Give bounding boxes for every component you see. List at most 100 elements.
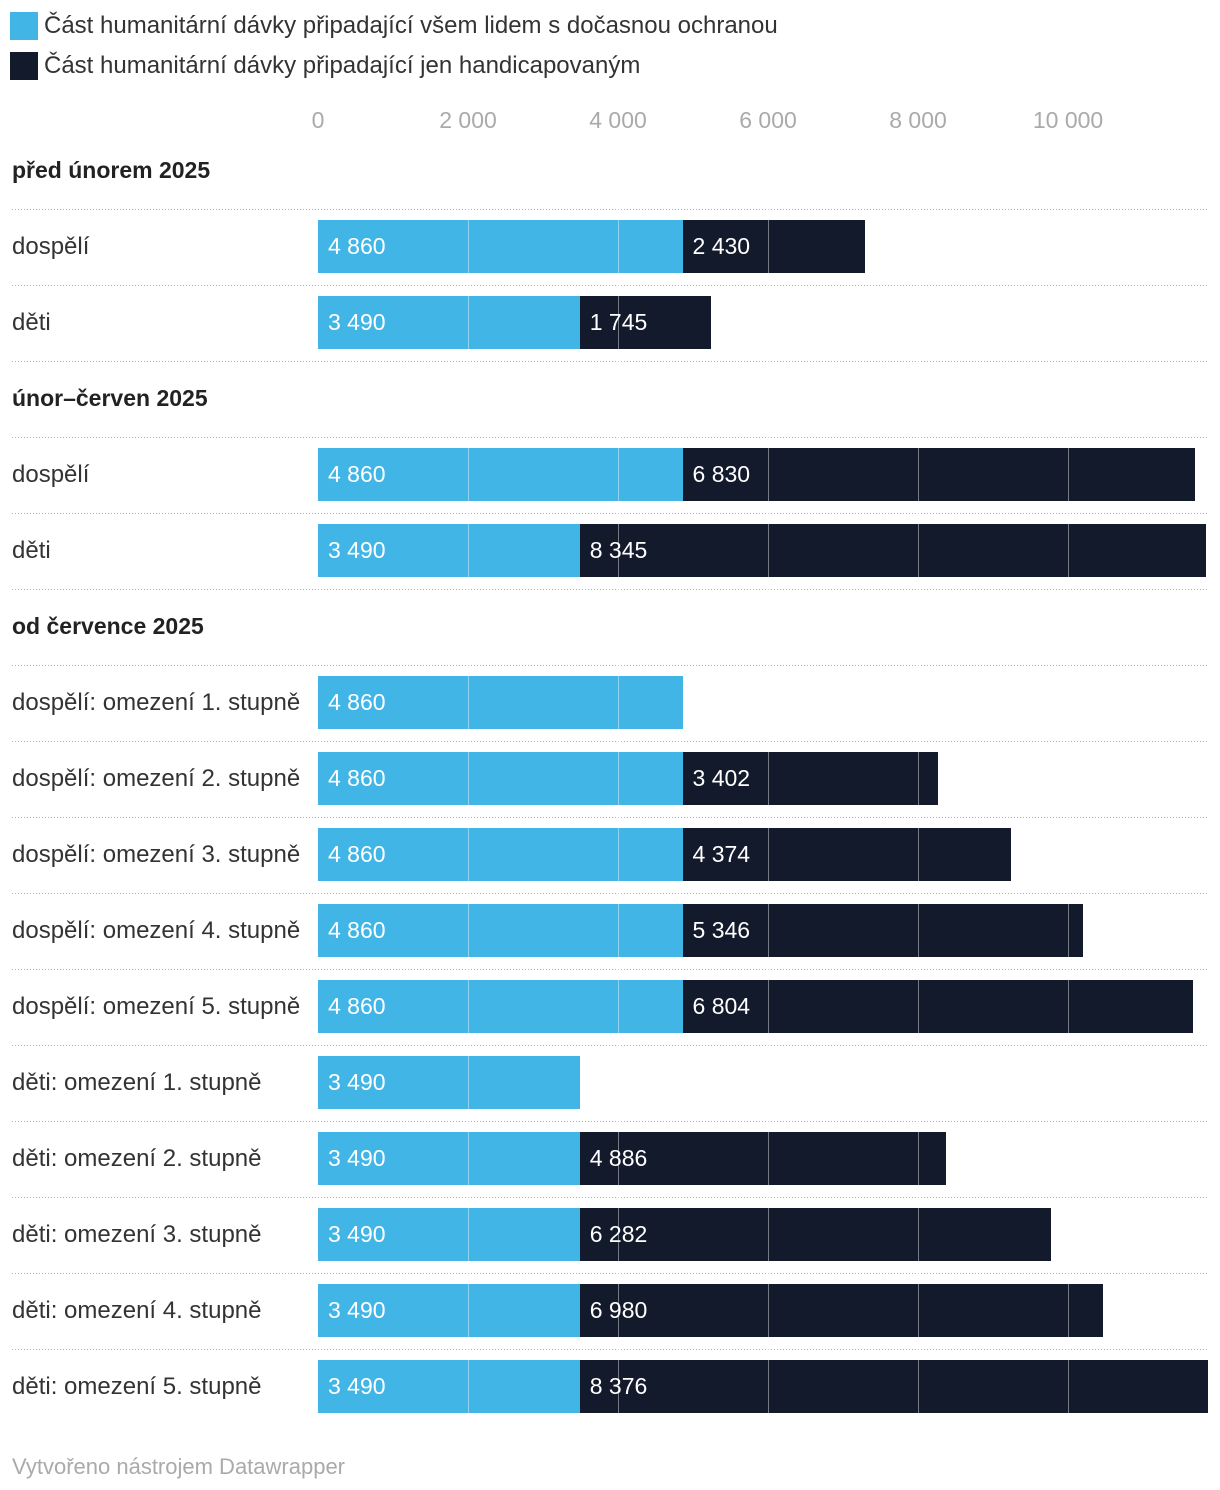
value-label-handicapped: 8 345 [589,537,648,563]
value-label-handicapped: 6 830 [692,461,751,487]
category-label: děti: omezení 2. stupně [12,1145,262,1172]
category-label: dospělí [12,233,90,260]
category-label: dospělí: omezení 1. stupně [12,689,301,716]
category-label: děti: omezení 1. stupně [12,1069,262,1096]
bar-segment-handicapped [682,752,938,805]
bar-segment-handicapped [579,1284,1104,1337]
bar-segment-handicapped [579,1360,1208,1413]
group-header: únor–červen 2025 [12,362,1208,438]
category-label: děti [12,309,51,336]
bar-segment-all-protected [318,1056,580,1109]
legend-swatch-all-protected [10,12,38,40]
bar-segment-handicapped [682,448,1195,501]
category-label: děti: omezení 4. stupně [12,1297,262,1324]
legend-swatch-handicapped [10,52,38,80]
value-label-handicapped: 2 430 [692,233,751,259]
footer-credit: Vytvořeno nástrojem Datawrapper [12,1454,346,1479]
value-label-handicapped: 1 745 [589,309,648,335]
group-header: před únorem 2025 [12,134,1208,210]
bar-segment-all-protected [318,220,683,273]
bar-segment-all-protected [318,1132,580,1185]
bar-row: děti 3 490 1 745 [12,286,1208,362]
bar-segment-handicapped [682,980,1193,1033]
value-label-handicapped: 6 282 [589,1221,648,1247]
x-tick-label: 8 000 [889,107,947,133]
category-label: dospělí: omezení 5. stupně [12,993,301,1020]
bar-row: děti: omezení 3. stupně 3 490 6 282 [12,1198,1208,1274]
bar-segment-handicapped [579,524,1206,577]
x-axis: 0 2 000 4 000 6 000 8 000 10 000 [12,106,1208,134]
value-label-all-protected: 3 490 [328,1221,386,1247]
bar-segment-all-protected [318,828,683,881]
bar-segment-handicapped [579,1132,947,1185]
value-label-handicapped: 4 374 [692,841,751,867]
bar-row: dospělí: omezení 2. stupně 4 860 3 402 [12,742,1208,818]
x-tick-label: 6 000 [739,107,797,133]
bar-row: dospělí: omezení 3. stupně 4 860 4 374 [12,818,1208,894]
legend-label-handicapped: Část humanitární dávky připadající jen h… [44,52,641,79]
category-label: dospělí: omezení 4. stupně [12,917,301,944]
bar-segment-all-protected [318,752,683,805]
bar-segment-all-protected [318,296,580,349]
bar-segment-all-protected [318,524,580,577]
bar-segment-all-protected [318,676,683,729]
x-tick-label: 2 000 [439,107,497,133]
group-title: únor–červen 2025 [12,385,208,411]
value-label-all-protected: 4 860 [328,765,386,791]
value-label-all-protected: 3 490 [328,1373,386,1399]
group-title: od července 2025 [12,613,204,639]
category-label: dospělí: omezení 2. stupně [12,765,301,792]
x-tick-label: 10 000 [1032,107,1104,133]
value-label-handicapped: 6 980 [589,1297,648,1323]
value-label-all-protected: 3 490 [328,1069,386,1095]
bar-segment-all-protected [318,1208,580,1261]
category-label: dospělí [12,461,90,488]
value-label-all-protected: 4 860 [328,689,386,715]
value-label-all-protected: 4 860 [328,993,386,1019]
value-label-handicapped: 4 886 [589,1145,648,1171]
category-label: děti: omezení 3. stupně [12,1221,262,1248]
x-tick-label: 4 000 [589,107,647,133]
value-label-all-protected: 3 490 [328,537,386,563]
value-label-all-protected: 3 490 [328,309,386,335]
bar-row: děti 3 490 8 345 [12,514,1208,590]
bar-row: dospělí 4 860 6 830 [12,438,1208,514]
bar-segment-handicapped [682,828,1011,881]
bar-row: dospělí: omezení 4. stupně 4 860 5 346 [12,894,1208,970]
legend-label-all-protected: Část humanitární dávky připadající všem … [44,12,778,39]
bar-segment-all-protected [318,980,683,1033]
value-label-handicapped: 8 376 [589,1373,648,1399]
value-label-handicapped: 6 804 [692,993,751,1019]
bar-row: děti: omezení 2. stupně 3 490 4 886 [12,1122,1208,1198]
value-label-all-protected: 4 860 [328,841,386,867]
value-label-all-protected: 4 860 [328,461,386,487]
bar-segment-all-protected [318,1360,580,1413]
bar-segment-all-protected [318,1284,580,1337]
category-label: děti: omezení 5. stupně [12,1373,262,1400]
bar-segment-all-protected [318,904,683,957]
bar-row: děti: omezení 1. stupně 3 490 [12,1046,1208,1122]
value-label-all-protected: 4 860 [328,917,386,943]
value-label-handicapped: 3 402 [692,765,751,791]
group-header: od července 2025 [12,590,1208,666]
bar-row: děti: omezení 5. stupně 3 490 8 376 [12,1350,1208,1426]
category-label: děti [12,537,51,564]
bar-segment-all-protected [318,448,683,501]
bar-segment-handicapped [682,220,865,273]
category-label: dospělí: omezení 3. stupně [12,841,301,868]
bar-row: děti: omezení 4. stupně 3 490 6 980 [12,1274,1208,1350]
bar-segment-handicapped [579,296,711,349]
value-label-handicapped: 5 346 [692,917,751,943]
bar-row: dospělí: omezení 5. stupně 4 860 6 804 [12,970,1208,1046]
bar-row: dospělí 4 860 2 430 [12,210,1208,286]
group-title: před únorem 2025 [12,157,211,183]
value-label-all-protected: 4 860 [328,233,386,259]
value-label-all-protected: 3 490 [328,1297,386,1323]
bar-segment-handicapped [682,904,1084,957]
bar-row: dospělí: omezení 1. stupně 4 860 [12,666,1208,742]
plot-area: před únorem 2025 dospělí 4 860 2 430 děti 3 4… [12,134,1208,1426]
bar-segment-handicapped [579,1208,1051,1261]
x-tick-label: 0 [311,107,325,133]
value-label-all-protected: 3 490 [328,1145,386,1171]
